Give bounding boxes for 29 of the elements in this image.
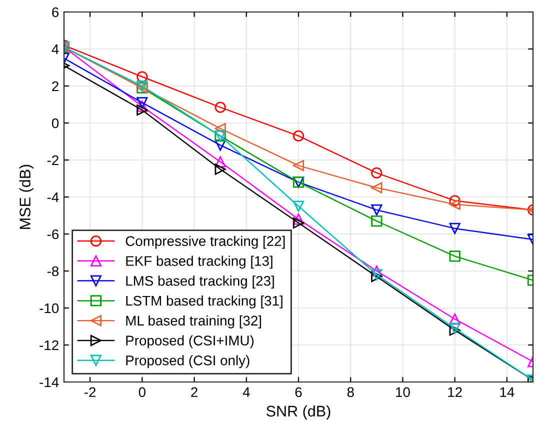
x-tick-label: -2 [84, 387, 96, 397]
x-tick-label: 2 [191, 387, 198, 397]
y-tick-label: -2 [47, 155, 58, 166]
y-tick-label: 0 [52, 118, 59, 128]
x-tick-label: 10 [396, 387, 410, 398]
y-axis-title: MSE (dB) [19, 164, 34, 229]
y-tick-label: -8 [47, 266, 59, 276]
legend-label: Proposed (CSI only) [126, 355, 250, 368]
legend-label: Compressive tracking [22] [126, 236, 285, 249]
y-tick-label: 4 [52, 44, 59, 54]
y-tick-label: 2 [52, 81, 58, 92]
legend-label: LSTM based tracking [31] [126, 295, 282, 308]
legend-label: ML based training [32] [126, 315, 262, 328]
y-tick-label: -12 [40, 340, 58, 350]
x-tick-label: 14 [500, 387, 514, 397]
x-axis-title: SNR (dB) [266, 405, 330, 420]
y-tick-label: -4 [47, 192, 59, 202]
legend-label: EKF based tracking [13] [126, 256, 272, 269]
x-tick-label: 4 [242, 387, 250, 397]
x-tick-label: 6 [295, 387, 302, 398]
x-tick-label: 12 [448, 387, 462, 397]
x-tick-label: 0 [138, 387, 146, 398]
y-tick-label: -14 [40, 377, 59, 388]
legend-label: LMS based tracking [23] [126, 276, 274, 289]
y-tick-label: -10 [40, 303, 59, 314]
x-tick-label: 8 [347, 387, 354, 398]
legend-label: Proposed (CSI+IMU) [126, 335, 254, 348]
y-tick-label: -6 [47, 229, 59, 240]
y-tick-label: 6 [52, 7, 59, 18]
